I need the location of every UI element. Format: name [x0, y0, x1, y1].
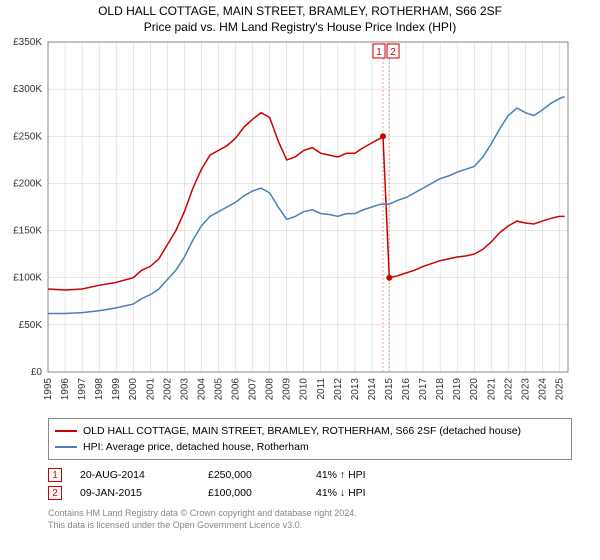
- svg-text:2019: 2019: [452, 378, 463, 401]
- event-row: 1 20-AUG-2014 £250,000 41% ↑ HPI: [48, 466, 572, 484]
- svg-text:2022: 2022: [503, 378, 514, 401]
- svg-text:2014: 2014: [367, 378, 378, 401]
- svg-text:2011: 2011: [316, 378, 327, 400]
- svg-text:2020: 2020: [469, 378, 480, 401]
- svg-text:2: 2: [390, 47, 396, 58]
- event-delta: 41% ↓ HPI: [316, 487, 406, 499]
- event-row: 2 09-JAN-2015 £100,000 41% ↓ HPI: [48, 484, 572, 502]
- svg-text:2016: 2016: [401, 378, 412, 401]
- svg-text:2015: 2015: [384, 378, 395, 401]
- event-price: £250,000: [208, 469, 298, 481]
- svg-text:1999: 1999: [111, 378, 122, 401]
- legend-item: HPI: Average price, detached house, Roth…: [55, 439, 565, 455]
- svg-text:£350K: £350K: [13, 37, 42, 48]
- legend-label: OLD HALL COTTAGE, MAIN STREET, BRAMLEY, …: [83, 425, 521, 437]
- legend-item: OLD HALL COTTAGE, MAIN STREET, BRAMLEY, …: [55, 423, 565, 439]
- event-table: 1 20-AUG-2014 £250,000 41% ↑ HPI 2 09-JAN-201…: [48, 466, 572, 502]
- svg-text:1996: 1996: [60, 378, 71, 401]
- svg-text:2007: 2007: [248, 378, 259, 401]
- svg-text:2008: 2008: [265, 378, 276, 401]
- svg-text:2018: 2018: [435, 378, 446, 401]
- legend-swatch: [55, 446, 77, 448]
- svg-text:2024: 2024: [537, 378, 548, 401]
- footer-line-2: This data is licensed under the Open Gov…: [48, 520, 572, 532]
- svg-text:£0: £0: [31, 367, 43, 378]
- event-price: £100,000: [208, 487, 298, 499]
- event-date: 09-JAN-2015: [80, 487, 190, 499]
- marker-dot: [380, 133, 386, 139]
- marker-dot: [386, 275, 392, 281]
- svg-text:2017: 2017: [418, 378, 429, 401]
- chart-title-block: OLD HALL COTTAGE, MAIN STREET, BRAMLEY, …: [0, 0, 600, 34]
- svg-text:£200K: £200K: [13, 178, 42, 189]
- svg-text:2009: 2009: [282, 378, 293, 401]
- svg-text:£250K: £250K: [13, 131, 42, 142]
- svg-text:2002: 2002: [162, 378, 173, 401]
- svg-text:1: 1: [376, 47, 382, 58]
- footer-attribution: Contains HM Land Registry data © Crown c…: [48, 508, 572, 531]
- svg-text:1998: 1998: [94, 378, 105, 401]
- svg-text:2000: 2000: [128, 378, 139, 401]
- legend-swatch: [55, 430, 77, 432]
- series-property: [48, 113, 565, 290]
- legend-label: HPI: Average price, detached house, Roth…: [83, 441, 309, 453]
- line-chart: £0 £50K £100K £150K £200K £250K £300K £350K 1995…: [0, 34, 600, 414]
- svg-text:2004: 2004: [196, 378, 207, 401]
- chart-container: £0 £50K £100K £150K £200K £250K £300K £350K 1995…: [0, 34, 600, 414]
- svg-text:2013: 2013: [350, 378, 361, 401]
- svg-text:2025: 2025: [554, 378, 565, 401]
- event-badge: 2: [48, 486, 62, 500]
- svg-text:£150K: £150K: [13, 226, 42, 237]
- svg-text:1995: 1995: [43, 378, 54, 401]
- event-delta: 41% ↑ HPI: [316, 469, 406, 481]
- svg-text:2023: 2023: [520, 378, 531, 401]
- event-badge: 1: [48, 468, 62, 482]
- title-line-2: Price paid vs. HM Land Registry's House …: [0, 20, 600, 34]
- svg-text:£300K: £300K: [13, 84, 42, 95]
- svg-text:2010: 2010: [299, 378, 310, 401]
- svg-text:2006: 2006: [231, 378, 242, 401]
- legend: OLD HALL COTTAGE, MAIN STREET, BRAMLEY, …: [48, 418, 572, 460]
- svg-text:2021: 2021: [486, 378, 497, 401]
- footer-line-1: Contains HM Land Registry data © Crown c…: [48, 508, 572, 520]
- svg-text:£50K: £50K: [19, 320, 43, 331]
- svg-text:1997: 1997: [77, 378, 88, 401]
- svg-text:2001: 2001: [145, 378, 156, 401]
- series-hpi: [48, 97, 565, 314]
- svg-text:£100K: £100K: [13, 273, 42, 284]
- svg-text:2005: 2005: [213, 378, 224, 401]
- title-line-1: OLD HALL COTTAGE, MAIN STREET, BRAMLEY, …: [0, 4, 600, 18]
- svg-text:2003: 2003: [179, 378, 190, 401]
- event-date: 20-AUG-2014: [80, 469, 190, 481]
- svg-text:2012: 2012: [333, 378, 344, 401]
